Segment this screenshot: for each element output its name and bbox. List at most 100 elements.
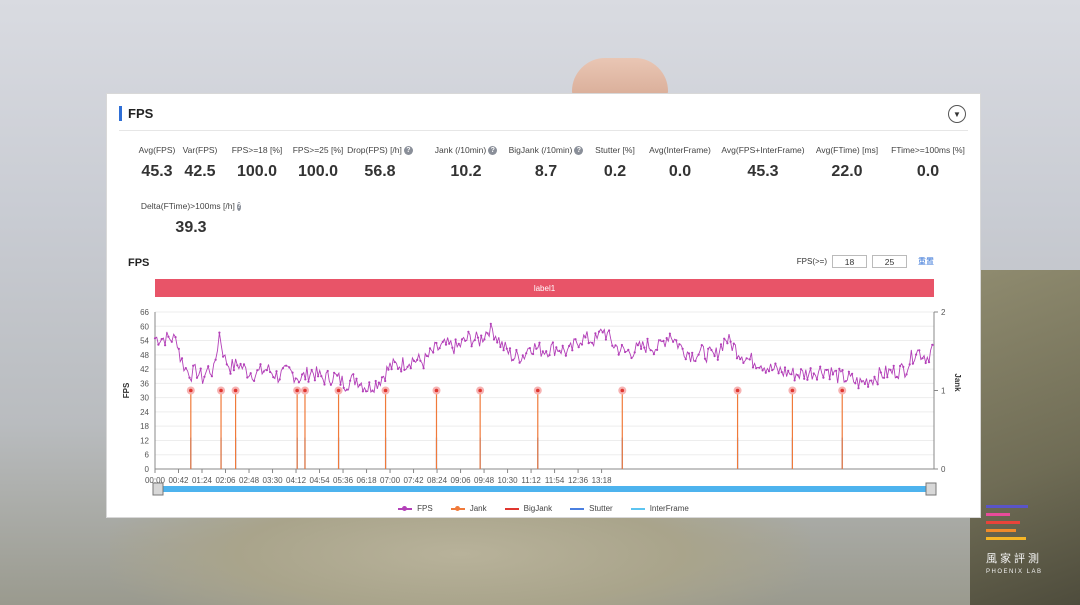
metric-label-text: Var(FPS) [182, 145, 218, 155]
fps-point [406, 365, 409, 368]
chart-legend: FPS Jank BigJank Stutter InterFrame [107, 504, 980, 513]
fps-point [242, 363, 246, 366]
fps-point [659, 339, 662, 342]
metric-label: FPS>=25 [%] [275, 145, 361, 155]
range-slider-left-handle[interactable] [152, 482, 164, 496]
fps-point [457, 342, 460, 345]
metric-label-text: Avg(FTime) [ms] [815, 145, 879, 155]
fps-point [819, 365, 822, 368]
fps-point [236, 364, 239, 367]
fps-point [561, 344, 564, 347]
fps-point [672, 340, 675, 343]
fps-point [687, 352, 691, 355]
fps-point [675, 339, 678, 342]
fps-point [313, 379, 316, 382]
legend-item-bigjank[interactable]: BigJank [504, 504, 552, 513]
fps-point [643, 346, 646, 349]
y-tick-label: 42 [140, 365, 149, 374]
metric-value: 0.0 [916, 163, 940, 180]
fps-point [796, 374, 799, 377]
fps-point [214, 358, 217, 361]
metric-8: Avg(InterFrame) 0.0 [637, 145, 723, 181]
fps-point [812, 372, 815, 375]
fps-point [253, 379, 256, 382]
fps-point [396, 367, 400, 370]
fps-point [825, 368, 828, 372]
legend-item-stutter[interactable]: Stutter [570, 504, 613, 513]
panel-divider [119, 130, 968, 131]
fps-point [783, 366, 787, 369]
fps-point [748, 358, 751, 361]
fps-point [548, 354, 551, 357]
metric-value: 22.0 [831, 163, 863, 180]
metric-label: Drop(FPS) [/h]? [337, 145, 423, 155]
range-slider-right-handle[interactable] [925, 482, 937, 496]
legend-swatch [450, 505, 465, 511]
metric-9: Avg(FPS+InterFrame) 45.3 [720, 145, 806, 181]
fps-point [851, 372, 854, 375]
fps-point [915, 353, 918, 356]
fps-point [489, 322, 492, 325]
logo-stripe [986, 529, 1016, 532]
fps-point [342, 386, 345, 389]
help-icon[interactable]: ? [488, 145, 498, 155]
fps-point [525, 352, 528, 355]
metric-label: Avg(FTime) [ms] [804, 145, 890, 155]
fps-point [568, 344, 571, 348]
metric-10: Avg(FTime) [ms] 22.0 [804, 145, 890, 181]
fps-point [496, 341, 499, 344]
fps-point [847, 370, 851, 373]
range-slider-track[interactable] [159, 486, 930, 492]
fps-point [886, 376, 889, 379]
metric-label: BigJank (/10min)? [503, 145, 589, 155]
metric-3: FPS>=25 [%] 100.0 [275, 145, 361, 181]
x-tick-label: 02:06 [215, 476, 236, 485]
background-sleeve [970, 270, 1080, 605]
fps-point [574, 338, 577, 341]
fps-point [577, 346, 580, 349]
fps-point [184, 367, 187, 370]
fps-point [358, 383, 361, 387]
fps-point [259, 363, 262, 366]
legend-label: Jank [469, 504, 487, 513]
fps-point [879, 371, 883, 374]
x-tick-label: 00:00 [145, 476, 166, 485]
fps-point [652, 353, 656, 356]
fps-point [860, 380, 863, 383]
fps-point [167, 335, 170, 338]
legend-item-jank[interactable]: Jank [450, 504, 487, 513]
help-icon[interactable]: ? [403, 145, 413, 155]
y2-tick-label: 2 [941, 308, 946, 317]
jank-marker [295, 388, 299, 393]
metric-value: 42.5 [184, 163, 216, 180]
x-tick-label: 00:42 [168, 476, 189, 485]
legend-item-interframe[interactable]: InterFrame [630, 504, 689, 513]
fps-threshold-input-1[interactable] [832, 255, 867, 268]
x-tick-label: 11:12 [521, 476, 541, 485]
collapse-button[interactable]: ▼ [948, 105, 966, 123]
reset-link[interactable]: 重置 [918, 257, 934, 266]
fps-point [790, 373, 793, 376]
fps-point [384, 379, 387, 383]
y2-tick-label: 0 [941, 465, 946, 474]
fps-point [764, 371, 767, 374]
fps-point [703, 357, 707, 360]
help-icon[interactable]: ? [236, 201, 242, 211]
jank-marker [478, 388, 482, 393]
fps-point [924, 361, 927, 365]
metric-label: Var(FPS) [157, 145, 243, 155]
logo-stripe [986, 537, 1026, 540]
fps-threshold-input-2[interactable] [872, 255, 907, 268]
fps-point [222, 355, 225, 358]
fps-point [806, 378, 809, 381]
panel-header: FPS [119, 105, 153, 121]
fps-point [745, 357, 748, 360]
logo-stripe [986, 521, 1020, 524]
legend-item-fps[interactable]: FPS [398, 504, 433, 513]
help-icon[interactable]: ? [574, 145, 584, 155]
fps-point [918, 349, 921, 352]
label-band[interactable]: label1 [155, 279, 934, 297]
fps-point [164, 344, 167, 347]
x-tick-label: 02:48 [239, 476, 260, 485]
metric-label: Avg(FPS+InterFrame) [720, 145, 806, 155]
